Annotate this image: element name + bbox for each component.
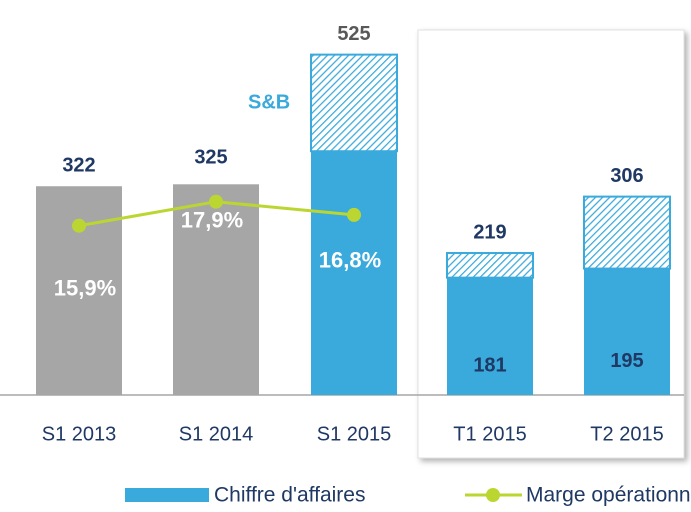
legend-swatch [125, 488, 209, 502]
marker [209, 194, 223, 209]
hatched-segment [583, 195, 671, 270]
value-label: 16,8% [319, 248, 381, 273]
x-tick-label: T2 2015 [590, 423, 663, 445]
bar [173, 184, 259, 395]
total-label: 306 [610, 165, 643, 187]
value-label: 15,9% [54, 276, 116, 301]
value-label: 17,9% [181, 208, 243, 233]
x-tick-label: T1 2015 [453, 423, 526, 445]
hatched-segment [446, 252, 534, 279]
legend-label: Marge opérationnelle [526, 484, 691, 507]
bar [584, 268, 670, 395]
legend-label: Chiffre d'affaires [214, 484, 365, 507]
marker [72, 218, 86, 233]
total-label: 325 [194, 147, 227, 169]
bar [311, 151, 397, 395]
total-label: 322 [62, 155, 95, 177]
total-label: 525 [337, 23, 370, 45]
hatched-segment [310, 53, 398, 153]
legend-marker [486, 488, 500, 502]
x-tick-label: S1 2014 [179, 423, 254, 445]
value-label: 181 [473, 355, 506, 377]
marker [347, 207, 361, 222]
x-tick-label: S1 2015 [317, 423, 392, 445]
bar [447, 277, 533, 395]
segment-label: S&B [248, 91, 290, 113]
value-label: 195 [610, 350, 643, 372]
x-tick-label: S1 2013 [42, 423, 117, 445]
total-label: 219 [473, 221, 506, 243]
